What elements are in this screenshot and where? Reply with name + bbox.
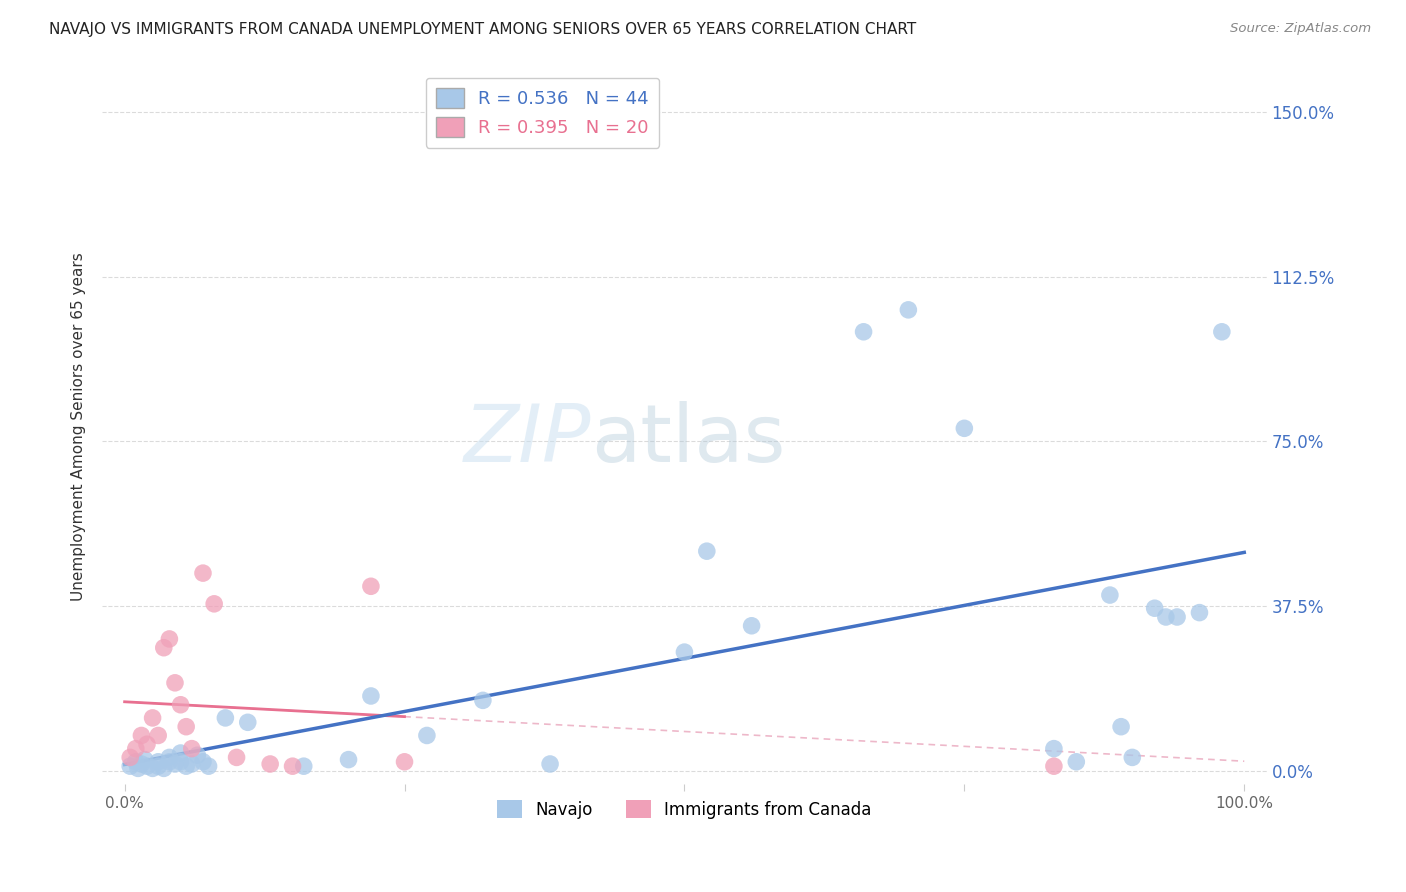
Point <box>259 756 281 771</box>
Point <box>1121 750 1143 764</box>
Point <box>360 579 382 593</box>
Text: ZIP: ZIP <box>464 401 592 479</box>
Y-axis label: Unemployment Among Seniors over 65 years: Unemployment Among Seniors over 65 years <box>72 252 86 600</box>
Point <box>394 755 416 769</box>
Legend: Navajo, Immigrants from Canada: Navajo, Immigrants from Canada <box>491 794 879 825</box>
Point <box>852 325 875 339</box>
Point <box>236 715 259 730</box>
Point <box>1143 601 1166 615</box>
Point <box>142 711 165 725</box>
Point <box>131 729 153 743</box>
Point <box>202 597 225 611</box>
Point <box>157 750 180 764</box>
Point <box>1154 610 1177 624</box>
Point <box>120 759 142 773</box>
Point <box>142 761 165 775</box>
Point <box>148 729 170 743</box>
Point <box>174 759 197 773</box>
Point <box>953 421 976 435</box>
Point <box>897 302 920 317</box>
Point <box>157 632 180 646</box>
Point <box>163 675 186 690</box>
Point <box>125 741 148 756</box>
Point <box>134 753 156 767</box>
Point <box>174 720 197 734</box>
Point <box>191 566 214 581</box>
Point <box>337 753 360 767</box>
Point <box>673 645 696 659</box>
Point <box>152 640 174 655</box>
Point <box>136 759 159 773</box>
Point <box>131 756 153 771</box>
Text: NAVAJO VS IMMIGRANTS FROM CANADA UNEMPLOYMENT AMONG SENIORS OVER 65 YEARS CORREL: NAVAJO VS IMMIGRANTS FROM CANADA UNEMPLO… <box>49 22 917 37</box>
Point <box>169 755 191 769</box>
Point <box>471 693 494 707</box>
Point <box>127 761 149 775</box>
Point <box>163 756 186 771</box>
Point <box>136 737 159 751</box>
Point <box>1043 759 1066 773</box>
Point <box>191 755 214 769</box>
Point <box>1098 588 1121 602</box>
Point <box>1043 741 1066 756</box>
Point <box>152 761 174 775</box>
Text: atlas: atlas <box>592 401 786 479</box>
Point <box>416 729 439 743</box>
Point <box>186 748 208 763</box>
Point <box>148 759 170 773</box>
Point <box>281 759 304 773</box>
Point <box>696 544 718 558</box>
Text: Source: ZipAtlas.com: Source: ZipAtlas.com <box>1230 22 1371 36</box>
Point <box>169 698 191 712</box>
Point <box>1188 606 1211 620</box>
Point <box>1066 755 1088 769</box>
Point <box>360 689 382 703</box>
Point <box>120 750 142 764</box>
Point <box>180 741 202 756</box>
Point <box>741 619 763 633</box>
Point <box>197 759 219 773</box>
Point <box>292 759 315 773</box>
Point <box>169 746 191 760</box>
Point <box>225 750 247 764</box>
Point <box>1211 325 1233 339</box>
Point <box>214 711 236 725</box>
Point <box>180 756 202 771</box>
Point <box>157 755 180 769</box>
Point <box>1109 720 1132 734</box>
Point <box>148 755 170 769</box>
Point <box>1166 610 1188 624</box>
Point <box>125 755 148 769</box>
Point <box>538 756 561 771</box>
